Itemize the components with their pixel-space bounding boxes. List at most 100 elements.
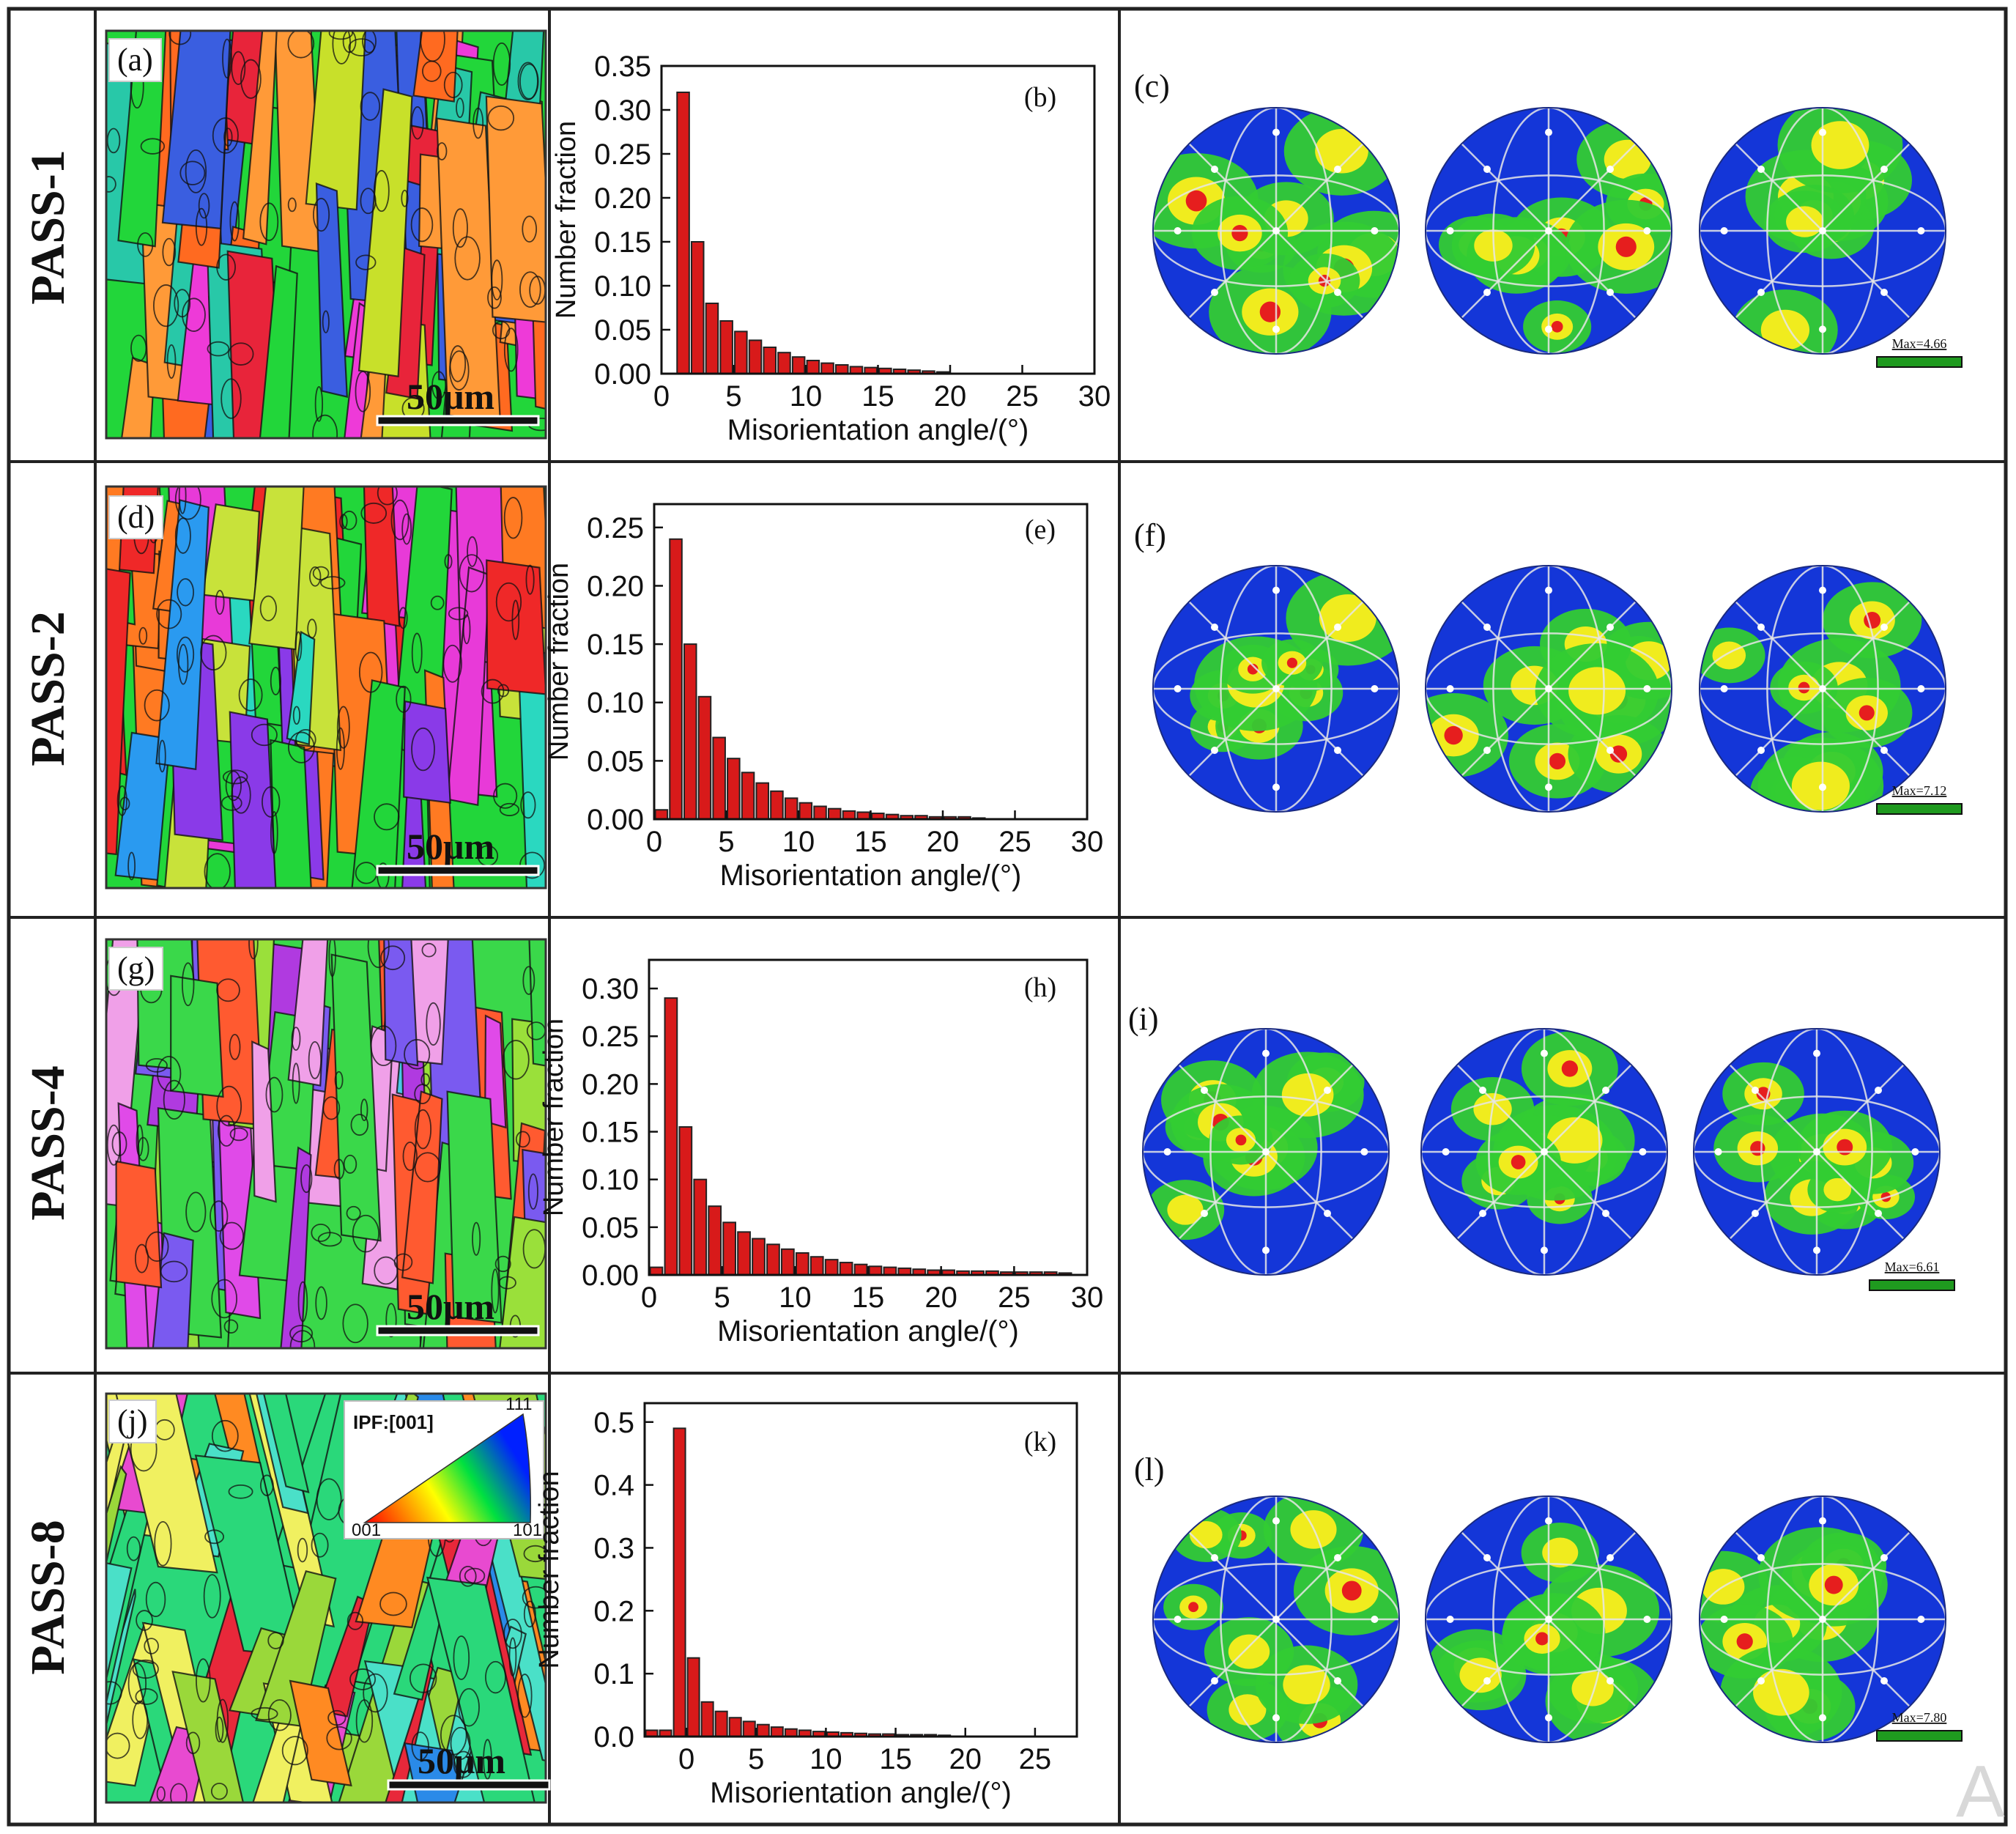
x-tick-label: 5 xyxy=(714,1282,730,1314)
subgrain-boundary xyxy=(346,1205,361,1221)
pf-pole-marker xyxy=(1272,783,1280,791)
subgrain-boundary xyxy=(431,371,447,400)
pf-pole-marker xyxy=(1606,166,1614,173)
subgrain-boundary xyxy=(166,344,177,379)
subgrain-boundary xyxy=(333,1158,345,1180)
panel-label-ebsd: (d) xyxy=(108,495,164,539)
pf-pole-marker xyxy=(1880,166,1888,173)
subgrain-boundary xyxy=(210,1200,229,1232)
scale-bar: 50μm xyxy=(387,1740,551,1791)
pf-pole-marker xyxy=(1446,227,1454,234)
subgrain-boundary xyxy=(262,786,281,818)
scale-bar-label: 50μm xyxy=(418,1740,505,1781)
pole-figure-outline xyxy=(1152,1495,1400,1743)
subgrain-boundary xyxy=(379,1591,407,1616)
subgrain-boundary xyxy=(458,1687,480,1727)
subgrain-boundary xyxy=(519,271,541,308)
y-tick-label: 0.10 xyxy=(587,687,644,720)
pf-pole-marker xyxy=(1174,1616,1182,1623)
intensity-peak xyxy=(1247,663,1259,675)
pf-great-circle xyxy=(1220,1496,1333,1742)
pf-pole-marker xyxy=(1272,1714,1280,1722)
subgrain-boundary xyxy=(106,176,116,193)
x-tick-label: 5 xyxy=(718,826,734,858)
pf-pole-marker xyxy=(1819,1517,1826,1525)
subgrain-boundary xyxy=(326,1726,352,1750)
intensity-contour xyxy=(1811,121,1869,169)
pf-max-label: Max=4.66 xyxy=(1892,336,1947,351)
y-axis-label: Number fraction xyxy=(534,1471,565,1668)
pf-pole-marker xyxy=(1334,1677,1341,1685)
ipf-color-key: IPF:[001] 111 001 101 xyxy=(344,1394,544,1540)
subgrain-boundary xyxy=(156,599,182,629)
y-tick-label: 0.00 xyxy=(587,804,644,836)
pf-pole-marker xyxy=(1479,1210,1486,1217)
pf-pole-marker xyxy=(1446,1616,1454,1623)
intensity-peak xyxy=(1535,1632,1549,1646)
subgrain-boundary xyxy=(106,1732,130,1759)
pf-pole-marker xyxy=(1911,1148,1919,1156)
pole-figure xyxy=(1142,1028,1390,1276)
subgrain-boundary xyxy=(442,644,462,683)
pf-great-circle xyxy=(1153,1563,1399,1676)
subgrain-boundary xyxy=(492,320,511,339)
y-tick-label: 0.15 xyxy=(594,226,651,259)
subgrain-boundary xyxy=(287,197,297,212)
subgrain-boundary xyxy=(493,783,518,809)
intensity-peak xyxy=(1615,236,1637,257)
pf-pole-marker xyxy=(1643,1616,1651,1623)
pf-pole-marker xyxy=(1602,1087,1609,1094)
grain xyxy=(499,1216,546,1348)
y-tick-label: 0.3 xyxy=(593,1532,634,1564)
intensity-contour xyxy=(1228,1694,1267,1726)
pole-figure-group: (f) Max=7.12 xyxy=(1134,517,1963,815)
x-tick-label: 5 xyxy=(725,380,741,413)
subgrain-boundary xyxy=(270,810,278,854)
pf-pole-marker xyxy=(1602,1210,1609,1217)
subgrain-boundary xyxy=(136,1610,153,1631)
subgrain-boundary xyxy=(200,635,227,670)
subgrain-boundary xyxy=(467,536,478,567)
ipf-corner-111: 111 xyxy=(505,1394,532,1414)
subgrain-boundary xyxy=(140,138,166,155)
pf-great-circle xyxy=(1492,1496,1605,1742)
subgrain-boundary xyxy=(315,1286,327,1320)
subgrain-boundary xyxy=(370,1025,397,1067)
intensity-contour xyxy=(1167,1194,1204,1225)
panel-label-chart: (b) xyxy=(1024,82,1056,113)
subgrain-boundary xyxy=(399,607,408,629)
pf-pole-marker xyxy=(1545,128,1552,136)
pole-figure-outline xyxy=(1699,107,1946,355)
x-tick-label: 0 xyxy=(641,1282,657,1314)
intensity-contour xyxy=(1281,1073,1334,1117)
grain xyxy=(280,1146,312,1348)
pf-intensity-bar xyxy=(1876,1730,1963,1742)
x-tick-label: 25 xyxy=(1006,380,1039,413)
scale-bar-line xyxy=(376,865,540,876)
intensity-contour xyxy=(1542,1537,1579,1568)
histogram: 0 5 10 15 20 25 30 0.00 0.05 0.10 0.15 0.20 0.25 0.30… xyxy=(538,958,1103,1347)
subgrain-boundary xyxy=(168,31,192,45)
pole-figure xyxy=(1699,107,1946,355)
grain xyxy=(412,31,459,103)
pf-intensity-bar xyxy=(1869,1279,1955,1291)
subgrain-boundary xyxy=(130,334,147,362)
pf-pole-marker xyxy=(1442,1148,1450,1156)
subgrain-boundary xyxy=(106,127,121,154)
x-tick-label: 20 xyxy=(927,826,960,858)
pf-pole-marker xyxy=(1545,1714,1552,1722)
ipf-corner-001: 001 xyxy=(352,1520,381,1540)
x-tick-label: 15 xyxy=(854,826,887,858)
subgrain-boundary xyxy=(362,31,377,53)
pf-pole-marker xyxy=(1819,685,1826,692)
x-tick-label: 15 xyxy=(852,1282,885,1314)
pf-pole-marker xyxy=(1483,289,1491,296)
pole-figure-group: (i) Max=6.61 xyxy=(1128,1001,1955,1291)
subgrain-boundary xyxy=(231,51,246,85)
subgrain-boundary xyxy=(491,1268,500,1314)
subgrain-boundary xyxy=(414,1109,432,1150)
subgrain-boundary xyxy=(508,1637,517,1676)
pf-pole-marker xyxy=(1606,1677,1614,1685)
y-tick-label: 0.1 xyxy=(593,1658,634,1690)
pf-great-circle xyxy=(1700,174,1946,287)
